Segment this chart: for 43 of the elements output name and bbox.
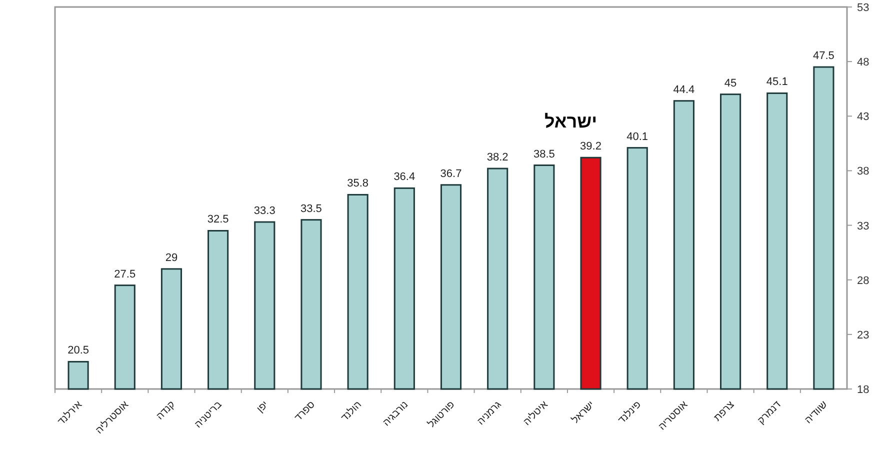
x-tick-label: איטליה bbox=[520, 398, 551, 428]
x-tick-label: ספרד bbox=[292, 399, 318, 424]
y-tick-label: 43 bbox=[857, 111, 870, 124]
data-label: 47.5 bbox=[812, 50, 834, 62]
annotation: ישראל bbox=[544, 112, 598, 132]
x-tick-label: הולנד bbox=[338, 398, 364, 424]
x-tick-label: אוסטריה bbox=[656, 398, 691, 433]
y-tick-label: 23 bbox=[857, 329, 870, 342]
data-label: 38.5 bbox=[533, 148, 555, 160]
x-tick-label: נורבגיה bbox=[381, 399, 411, 429]
x-tick-label: יפן bbox=[255, 399, 271, 415]
data-label: 33.3 bbox=[254, 205, 276, 218]
x-tick-label: דנמרק bbox=[756, 399, 784, 427]
data-label: 40.1 bbox=[626, 130, 648, 143]
x-tick-label: שוודיה bbox=[803, 399, 830, 426]
x-tick-label: פורטוגל bbox=[426, 398, 458, 430]
y-tick-label: 18 bbox=[857, 384, 870, 396]
y-tick-label: 33 bbox=[857, 220, 870, 232]
data-label: 20.5 bbox=[68, 344, 90, 357]
data-label: 36.7 bbox=[440, 168, 462, 180]
x-tick-label: צרפת bbox=[712, 398, 738, 424]
data-label: 44.4 bbox=[673, 84, 695, 96]
data-label: 32.5 bbox=[207, 214, 229, 226]
x-tick-label: קנדה bbox=[154, 399, 178, 422]
x-tick-label: פינלנד bbox=[616, 398, 644, 426]
data-label: 35.8 bbox=[347, 178, 369, 190]
x-tick-label: אירלנד bbox=[55, 398, 85, 428]
data-label: 39.2 bbox=[580, 140, 602, 153]
x-tick-label: גרמניה bbox=[476, 399, 504, 428]
x-tick-label: בריטניה bbox=[193, 399, 224, 431]
data-label: 29 bbox=[165, 252, 178, 264]
x-tick-label: ישראל bbox=[570, 398, 597, 426]
y-tick-label: 48 bbox=[857, 56, 870, 69]
y-tick-label: 38 bbox=[857, 166, 870, 178]
data-label: 45.1 bbox=[766, 76, 788, 88]
data-label: 36.4 bbox=[394, 171, 416, 184]
y-tick-label: 53 bbox=[857, 2, 870, 14]
data-label: 38.2 bbox=[486, 152, 508, 164]
data-label: 27.5 bbox=[114, 268, 136, 280]
y-tick-label: 28 bbox=[857, 274, 870, 287]
x-tick-label: אוסטרליה bbox=[93, 398, 132, 436]
data-label: 45 bbox=[724, 77, 737, 90]
data-label: 33.5 bbox=[300, 202, 322, 215]
